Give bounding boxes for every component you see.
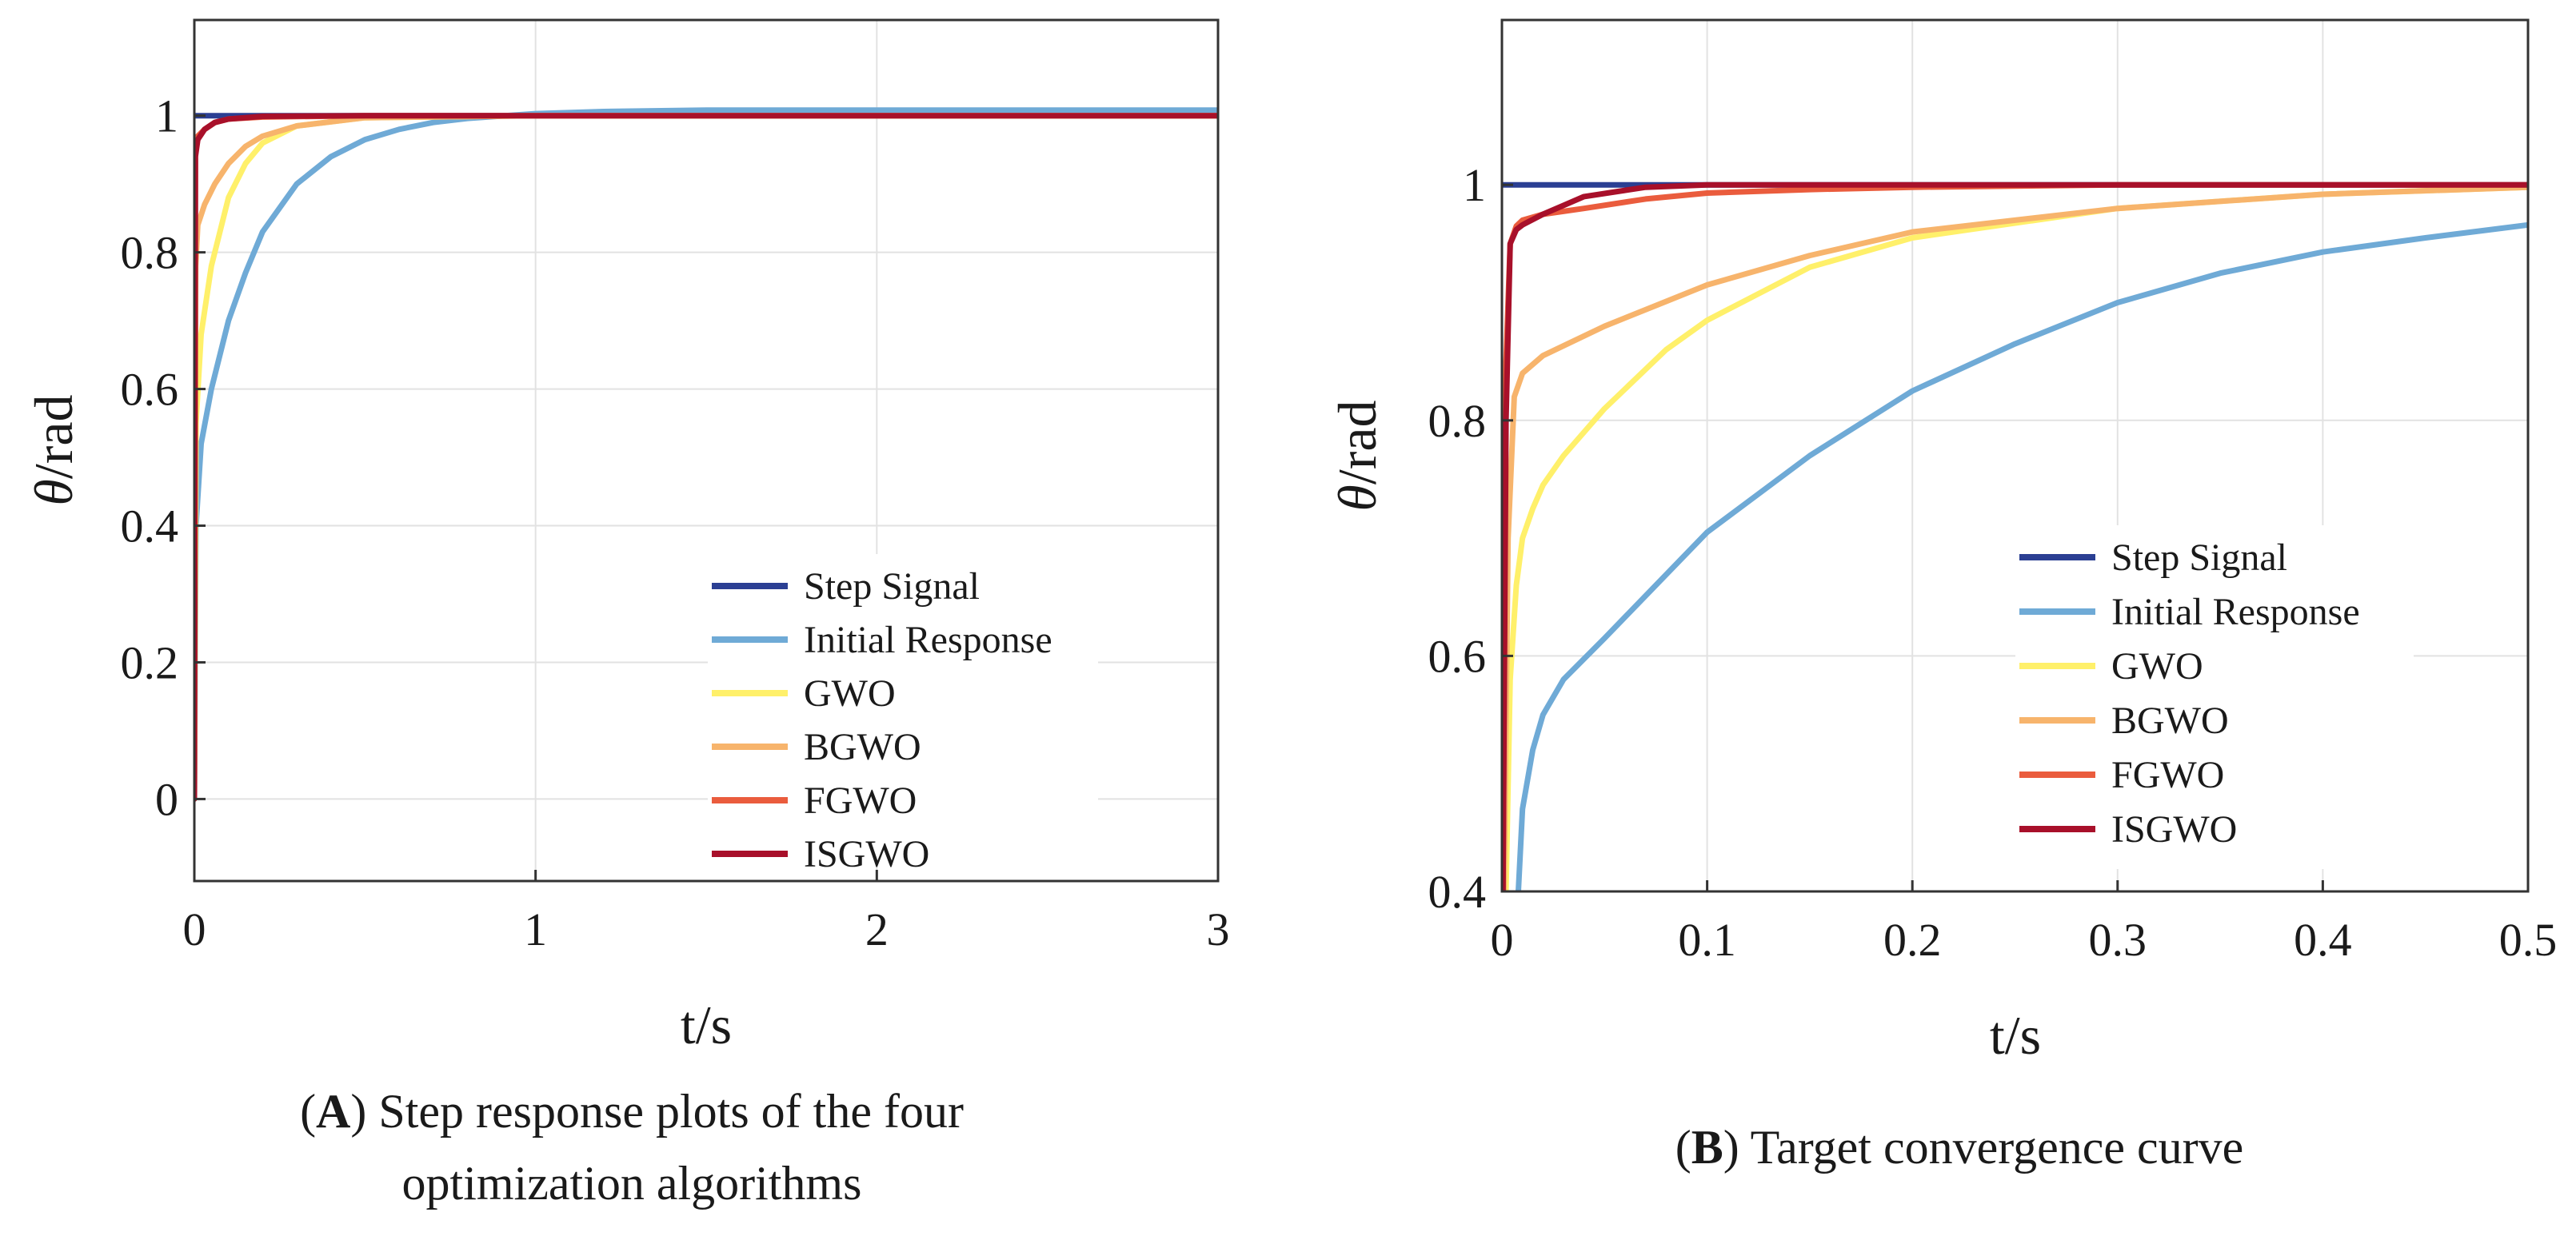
panel-a-legend-label-step-signal: Step Signal <box>804 565 980 608</box>
panel-a-y-tick-label: 0.6 <box>121 364 179 416</box>
panel-a-series-isgwo <box>194 113 1218 802</box>
panel-a-series-initial-response <box>194 107 1218 802</box>
panel-a-chart: 0 1 2 3 0 0.2 0.4 0.6 0.8 1 Step Signal Initial Re… <box>23 18 1230 1210</box>
panel-b-x-tick-label: 0.2 <box>1883 914 1942 966</box>
panel-b-legend-label-initial-response: Initial Response <box>2111 591 2360 633</box>
panel-a-plot-frame <box>193 18 1220 883</box>
panel-b-tick-labels: 0 0.1 0.2 0.3 0.4 0.5 0.4 0.6 0.8 1 <box>1428 159 2558 966</box>
panel-b-x-tick-label: 0.4 <box>2294 914 2352 966</box>
panel-b-y-axis-unit: /rad <box>1327 400 1388 484</box>
panel-a-x-tick-label: 2 <box>865 903 889 955</box>
panel-a-caption-line-1: Step response plots of the four <box>378 1085 964 1138</box>
panel-b-series-isgwo <box>1502 181 2528 891</box>
panel-a-x-tick-label: 0 <box>183 903 206 955</box>
panel-b-y-tick-label: 0.8 <box>1428 395 1487 447</box>
panel-a-legend-label-bgwo: BGWO <box>804 726 921 768</box>
panel-b-series-initial-response <box>1516 221 2528 891</box>
panel-a-y-axis-label: θ/rad <box>23 394 84 505</box>
panel-b-plot-frame <box>1500 18 2530 893</box>
panel-a-tick-labels: 0 1 2 3 0 0.2 0.4 0.6 0.8 1 <box>121 90 1230 955</box>
panel-a-x-tick-label: 3 <box>1207 903 1230 955</box>
panel-b-caption: (B) Target convergence curve <box>1675 1121 2244 1174</box>
panel-a-x-axis-label: t/s <box>681 995 732 1055</box>
panel-a-y-tick-label: 0.2 <box>121 636 179 688</box>
panel-a-y-tick-label: 0.8 <box>121 227 179 279</box>
panel-a-legend-label-gwo: GWO <box>804 672 896 715</box>
panel-b-y-axis-symbol: θ <box>1327 484 1388 511</box>
panel-a-y-axis-symbol: θ <box>23 479 84 505</box>
panel-b-y-tick-label: 0.4 <box>1428 866 1487 918</box>
panel-b-legend-label-isgwo: ISGWO <box>2111 808 2237 851</box>
panel-b-y-axis-label: θ/rad <box>1327 400 1388 511</box>
panel-b-legend-label-fgwo: FGWO <box>2111 754 2224 796</box>
panel-b-legend-label-bgwo: BGWO <box>2111 700 2229 742</box>
panel-a-caption-line-2: optimization algorithms <box>402 1157 862 1210</box>
panel-a-legend-label-isgwo: ISGWO <box>804 833 929 875</box>
panel-a-y-tick-label: 0 <box>155 773 178 825</box>
panel-b-caption-text: Target convergence curve <box>1751 1121 2244 1174</box>
panel-a-legend-label-fgwo: FGWO <box>804 779 917 822</box>
panel-a-y-tick-label: 1 <box>155 90 178 142</box>
panel-a-y-tick-label: 0.4 <box>121 500 179 552</box>
panel-a-x-tick-label: 1 <box>524 903 547 955</box>
panel-a-caption: (A) Step response plots of the four <box>300 1085 964 1138</box>
panel-a-legend: Step Signal Initial Response GWO BGWO FGWO IS… <box>708 554 1098 875</box>
panel-a-legend-box <box>708 554 1098 866</box>
panel-b-x-tick-label: 0.3 <box>2089 914 2147 966</box>
panel-b-y-tick-label: 1 <box>1463 159 1486 211</box>
panel-b-x-axis-label: t/s <box>1990 1005 2041 1066</box>
panel-b-series-bgwo <box>1502 184 2528 891</box>
panel-b-chart: 0 0.1 0.2 0.3 0.4 0.5 0.4 0.6 0.8 1 Step Signal In… <box>1327 18 2558 1174</box>
panel-b-legend: Step Signal Initial Response GWO BGWO FGWO IS… <box>2015 525 2414 869</box>
panel-b-caption-letter: B <box>1691 1121 1723 1174</box>
panel-b-legend-label-step-signal: Step Signal <box>2111 536 2287 579</box>
panel-b-legend-label-gwo: GWO <box>2111 645 2203 688</box>
panel-a-legend-label-initial-response: Initial Response <box>804 619 1052 661</box>
panel-b-x-tick-label: 0 <box>1491 914 1514 966</box>
panel-b-legend-box <box>2015 525 2414 869</box>
panel-b-y-tick-label: 0.6 <box>1428 630 1487 682</box>
panel-a-caption-letter: A <box>316 1085 350 1138</box>
panel-b-x-tick-label: 0.5 <box>2499 914 2558 966</box>
panel-a-y-axis-unit: /rad <box>23 394 84 479</box>
panel-b-x-tick-label: 0.1 <box>1678 914 1736 966</box>
